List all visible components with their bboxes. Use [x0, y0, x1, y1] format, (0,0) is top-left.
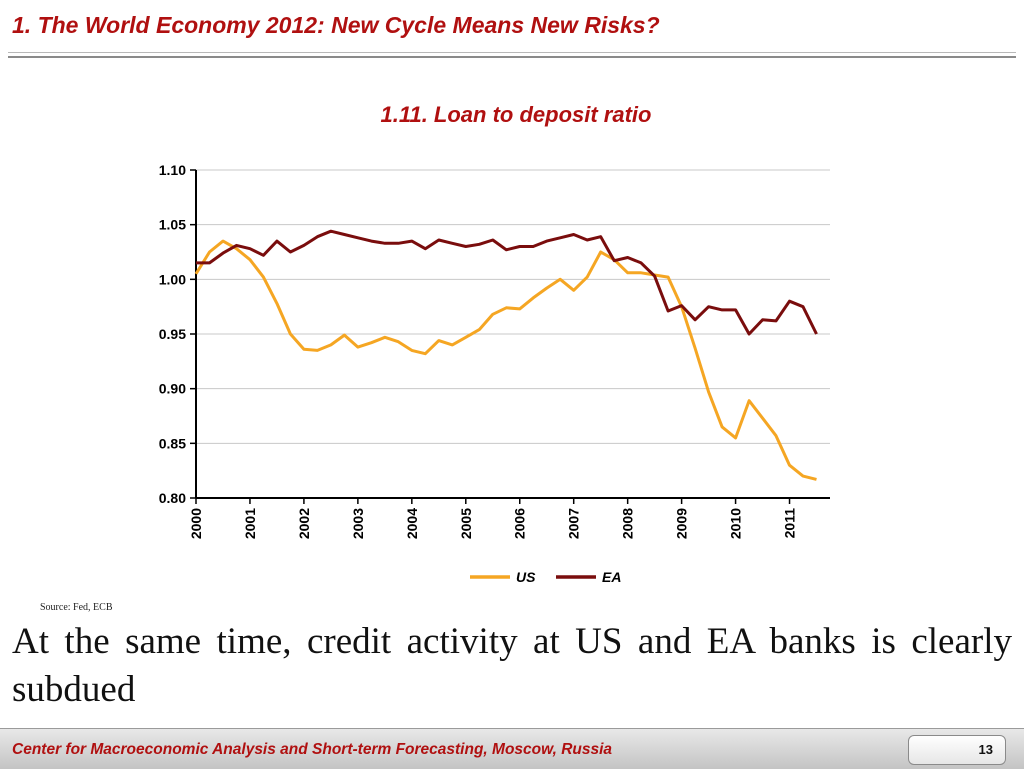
- line-chart: 1.11. Loan to deposit ratio 0.80 0.85 0.90…: [159, 102, 830, 585]
- x-tick-label: 2010: [728, 508, 744, 539]
- slide-title: 1. The World Economy 2012: New Cycle Mea…: [12, 12, 660, 38]
- chart-title: 1.11. Loan to deposit ratio: [381, 102, 652, 127]
- body-text: At the same time, credit activity at US …: [12, 621, 1012, 710]
- y-tick-label: 0.90: [159, 381, 186, 397]
- x-tick-label: 2011: [782, 508, 798, 539]
- series-line-ea: [196, 229, 818, 336]
- title-divider: [8, 52, 1016, 53]
- x-tick-label: 2006: [512, 508, 528, 539]
- x-tick-label: 2004: [404, 508, 420, 539]
- x-tick-label: 2009: [674, 508, 690, 539]
- x-tick-label: 2008: [620, 508, 636, 539]
- page-number: 13: [978, 742, 993, 757]
- y-tick-label: 0.85: [159, 435, 186, 451]
- y-tick-label: 0.80: [159, 490, 186, 506]
- series-line-us: [194, 239, 817, 481]
- footer-organization: Center for Macroeconomic Analysis and Sh…: [12, 741, 613, 758]
- legend-label-us: US: [516, 569, 536, 585]
- x-tick-label: 2002: [296, 508, 312, 539]
- y-tick-label: 1.05: [159, 217, 186, 233]
- x-tick-label: 2000: [188, 508, 204, 539]
- y-tick-label: 0.95: [159, 326, 186, 342]
- x-tick-label: 2007: [566, 508, 582, 539]
- x-tick-label: 2005: [458, 508, 474, 539]
- y-tick-label: 1.10: [159, 162, 186, 178]
- y-tick-label: 1.00: [159, 271, 186, 287]
- title-divider-shadow: [8, 56, 1016, 58]
- x-tick-label: 2003: [350, 508, 366, 539]
- x-tick-label: 2001: [242, 508, 258, 539]
- legend-label-ea: EA: [602, 569, 621, 585]
- page-number-box: 13: [908, 735, 1006, 765]
- footer-bar: Center for Macroeconomic Analysis and Sh…: [0, 728, 1024, 769]
- source-note: Source: Fed, ECB: [40, 602, 113, 613]
